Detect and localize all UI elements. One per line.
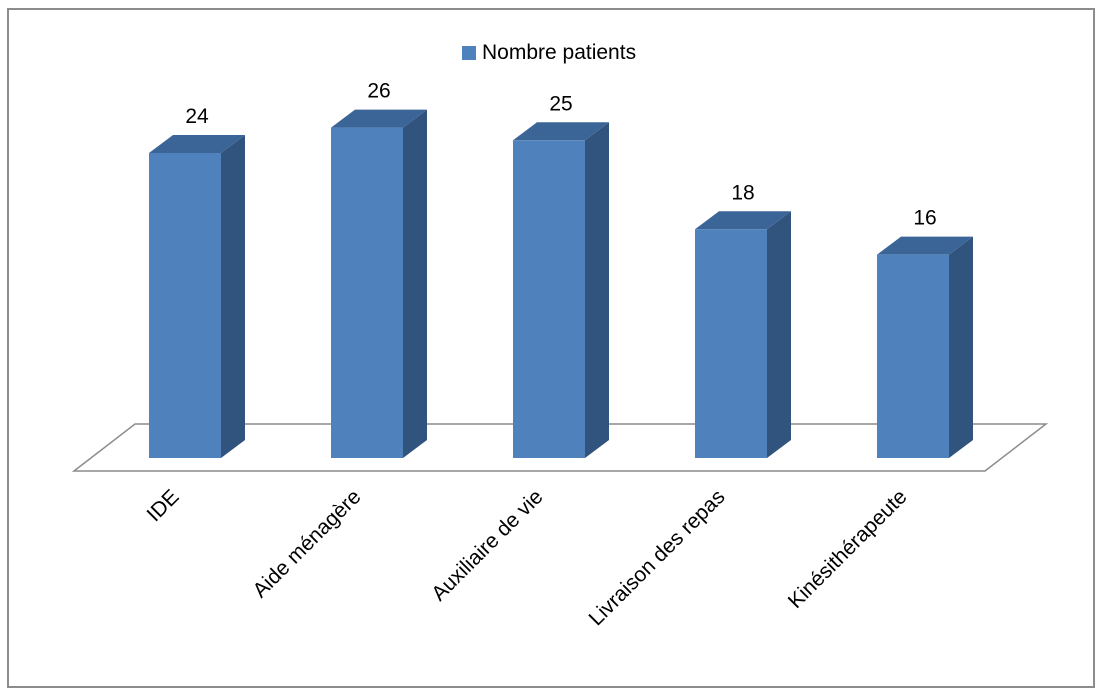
data-label: 18 — [731, 181, 754, 204]
bar — [149, 153, 221, 458]
data-label: 26 — [367, 80, 390, 103]
bar-top — [695, 211, 791, 230]
bar — [513, 140, 585, 458]
bar-side — [221, 135, 245, 458]
category-label: Auxiliaire de vie — [427, 485, 547, 605]
bar-side — [767, 211, 791, 458]
bar-top — [149, 135, 245, 153]
data-label: 25 — [549, 92, 572, 115]
data-label: 24 — [185, 105, 209, 128]
legend: Nombre patients — [462, 41, 636, 65]
bar — [695, 229, 767, 458]
bar — [877, 254, 949, 458]
category-label: Kinésithérapeute — [784, 485, 912, 613]
category-label: IDE — [143, 485, 184, 526]
chart-floor — [71, 423, 1049, 472]
bar — [331, 127, 403, 458]
bar-side — [403, 109, 427, 458]
bar-top — [513, 122, 609, 141]
data-label: 16 — [913, 207, 936, 230]
category-label: Livraison des repas — [585, 485, 730, 630]
category-label: Aide ménagère — [249, 485, 366, 602]
bar-side — [949, 236, 973, 458]
bar-top — [877, 236, 973, 255]
bar-top — [331, 109, 427, 128]
legend-label: Nombre patients — [482, 41, 637, 64]
bar-side — [585, 122, 609, 459]
legend-swatch — [462, 46, 476, 60]
